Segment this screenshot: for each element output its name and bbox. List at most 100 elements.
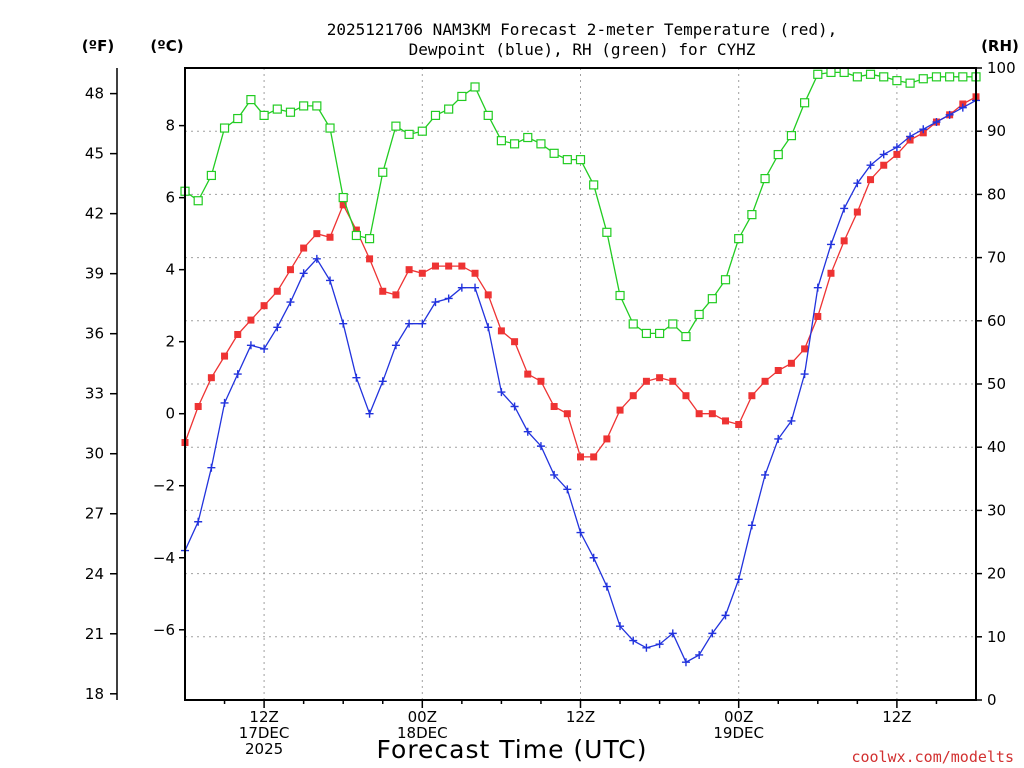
fahrenheit-tick-label: 36: [85, 325, 104, 343]
temperature-marker: [339, 201, 347, 209]
rh-marker: [483, 110, 493, 121]
temperature-marker: [827, 269, 835, 277]
dewpoint-marker: [681, 658, 690, 667]
dewpoint-marker: [273, 323, 282, 332]
temperature-marker: [366, 255, 374, 263]
rh-tick-label: 80: [987, 185, 1006, 203]
axes-layer: 1821242730333639424548−6−4−2024680102030…: [85, 59, 1016, 758]
dewpoint-marker: [616, 622, 625, 631]
celsius-tick-label: −4: [153, 549, 175, 567]
dewpoint-marker: [602, 582, 611, 591]
rh-marker: [193, 196, 203, 206]
rh-marker: [430, 110, 441, 121]
rh-marker: [562, 155, 572, 165]
dewpoint-marker: [800, 370, 809, 379]
rh-marker: [575, 155, 586, 165]
rh-marker: [945, 72, 955, 82]
dewpoint-marker: [747, 521, 756, 530]
temperature-marker: [603, 435, 611, 443]
rh-marker: [470, 82, 480, 92]
temperature-marker: [511, 338, 519, 346]
dewpoint-marker: [365, 409, 374, 418]
rh-marker: [641, 328, 652, 339]
dewpoint-marker: [523, 427, 532, 436]
rh-marker: [285, 107, 296, 117]
temperature-marker: [471, 269, 479, 277]
x-axis-title: Forecast Time (UTC): [377, 735, 648, 764]
fahrenheit-tick-label: 24: [85, 565, 104, 583]
plot-frame: [184, 67, 977, 701]
rh-marker: [839, 67, 849, 78]
rh-marker: [272, 104, 282, 114]
dewpoint-marker: [761, 470, 770, 479]
temperature-marker: [801, 345, 809, 353]
rh-marker: [351, 230, 361, 241]
rh-marker: [760, 174, 770, 184]
rh-marker: [536, 139, 546, 149]
temperature-marker: [497, 327, 505, 335]
rh-marker: [378, 167, 388, 177]
rh-tick-label: 90: [987, 122, 1006, 140]
rh-marker: [918, 74, 928, 84]
rh-marker: [338, 192, 348, 203]
dewpoint-marker: [826, 240, 835, 249]
dewpoint-marker: [945, 110, 954, 119]
temperature-marker: [563, 410, 571, 418]
temperature-marker: [867, 176, 875, 184]
dewpoint-marker: [655, 640, 664, 649]
fahrenheit-tick-label: 30: [85, 445, 104, 463]
temperature-marker: [853, 208, 861, 216]
temperature-marker: [761, 377, 769, 385]
dewpoint-marker: [471, 283, 480, 292]
fahrenheit-tick-label: 27: [85, 505, 104, 523]
temperature-marker: [590, 453, 598, 461]
rh-marker: [681, 332, 691, 342]
dewpoint-marker: [536, 442, 545, 451]
chart-title-line1: 2025121706 NAM3KM Forecast 2-meter Tempe…: [327, 20, 838, 39]
x-tick-label: 19DEC: [713, 724, 764, 742]
rh-tick-label: 100: [987, 59, 1016, 77]
dewpoint-marker: [629, 636, 638, 645]
rh-marker: [694, 309, 704, 320]
temperature-marker: [286, 266, 294, 274]
dewpoint-marker: [906, 132, 915, 141]
fahrenheit-tick-label: 39: [85, 265, 104, 283]
x-tick-label: 12Z: [882, 708, 911, 726]
temperature-marker: [273, 287, 281, 295]
rh-tick-label: 10: [987, 628, 1006, 646]
dewpoint-marker: [510, 402, 519, 411]
rh-marker: [773, 149, 783, 160]
dewpoint-marker: [563, 485, 572, 494]
temperature-marker: [326, 233, 334, 241]
fahrenheit-tick-label: 45: [85, 145, 104, 163]
temperature-marker: [524, 370, 532, 378]
rh-tick-label: 70: [987, 249, 1006, 267]
rh-marker: [628, 319, 638, 329]
dewpoint-marker: [550, 470, 559, 479]
temperature-marker: [722, 417, 730, 425]
dewpoint-marker: [194, 517, 203, 526]
rh-marker: [509, 139, 520, 149]
dewpoint-marker: [866, 161, 875, 170]
dewpoint-marker: [932, 118, 941, 127]
rh-marker: [404, 129, 414, 139]
dewpoint-marker: [589, 553, 598, 562]
dewpoint-marker: [431, 298, 440, 307]
temperature-marker: [642, 377, 650, 385]
dewpoint-marker: [813, 283, 822, 292]
temperature-marker: [431, 262, 439, 270]
rh-marker: [299, 101, 309, 111]
rh-marker: [813, 69, 823, 79]
celsius-tick-label: −2: [153, 477, 175, 495]
rh-marker: [325, 123, 335, 133]
rh-marker: [865, 69, 876, 79]
dewpoint-marker: [642, 643, 651, 652]
temperature-marker: [537, 377, 545, 385]
temperature-marker: [669, 377, 677, 385]
dewpoint-marker: [484, 323, 493, 332]
rh-marker: [654, 328, 665, 339]
temperature-marker: [313, 230, 321, 238]
x-tick-label: 17DEC: [239, 724, 290, 742]
temperature-marker: [629, 392, 637, 400]
